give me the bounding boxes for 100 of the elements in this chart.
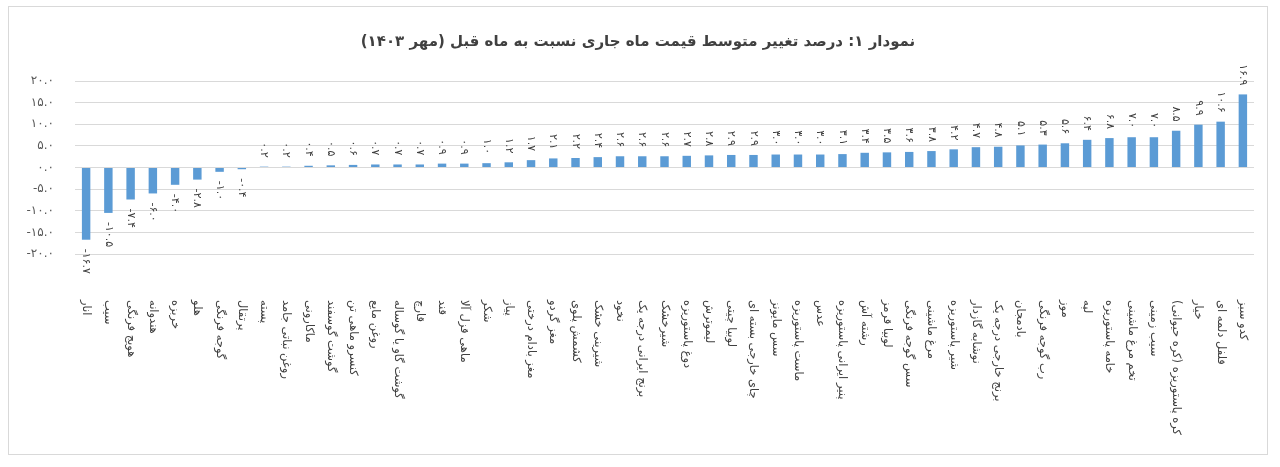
bar — [1194, 124, 1203, 167]
y-tick-label: ۱۰.۰ — [30, 116, 54, 131]
x-tick-label: شیر پاستوریزه — [946, 300, 962, 370]
bar — [460, 163, 469, 167]
bar — [593, 157, 602, 167]
bar — [815, 154, 825, 167]
x-tick-label: ماهی قزل آلا — [457, 300, 473, 363]
bar — [215, 168, 224, 172]
bar — [81, 168, 91, 240]
data-label: -۲.۸ — [191, 188, 205, 208]
data-label: ۲.۶ — [614, 131, 628, 148]
bar — [927, 151, 936, 167]
data-label: ۳.۶ — [903, 127, 917, 143]
x-tick-label: رب گوجه فرنگی — [1035, 300, 1051, 380]
data-label: ۲.۸ — [703, 131, 717, 147]
x-tick-label: سس مایونز — [768, 299, 784, 357]
x-tick-label: بادمجان — [1014, 300, 1029, 338]
y-tick-label: -۱۵.۰ — [26, 224, 54, 239]
data-label: ۲.۴ — [591, 132, 605, 149]
x-tick-label: کدو سبز — [1235, 299, 1251, 341]
bar — [682, 155, 691, 167]
data-label: -۱.۰ — [213, 180, 227, 201]
x-tick-label: مرغ ماشینی — [924, 300, 940, 359]
data-label: ۵.۶ — [1059, 118, 1073, 135]
bar — [838, 154, 847, 167]
data-label: ۳.۴ — [858, 128, 872, 144]
bar — [993, 146, 1003, 167]
data-label: -۱۰.۵ — [102, 221, 116, 248]
data-label: -۴.۰ — [169, 193, 183, 214]
x-tick-label: پرتقال — [234, 300, 250, 331]
x-tick-label: لوبیا چیتی — [724, 300, 740, 347]
data-label: ۷.۰ — [1125, 112, 1139, 129]
data-label: ۴.۲ — [947, 125, 961, 141]
data-label: ۱.۷ — [525, 135, 539, 152]
x-tick-label: نخود — [613, 300, 629, 322]
data-label: ۲.۶ — [658, 131, 672, 148]
data-label: ۶.۸ — [1103, 113, 1117, 130]
data-label: ۲.۲ — [569, 133, 583, 150]
data-label: ۲.۶ — [636, 131, 650, 148]
x-tick-label: هندوانه — [145, 300, 161, 334]
x-tick-label: گوجه فرنگی — [212, 300, 228, 360]
data-label: ۵.۳ — [1036, 120, 1050, 136]
x-tick-label: قند — [436, 300, 451, 316]
data-label: ۱.۰ — [480, 138, 494, 155]
x-tick-label: برنج ایرانی درجه یک — [635, 300, 651, 398]
bar — [415, 164, 425, 167]
bar — [1060, 143, 1070, 167]
x-tick-label: خیار — [1191, 299, 1207, 320]
data-label: ۸.۵ — [1170, 106, 1184, 122]
x-tick-label: هویج فرنگی — [123, 300, 139, 358]
x-tick-label: فلفل دلمه ای — [1214, 300, 1229, 365]
bar — [549, 158, 558, 167]
data-label: ۰.۴ — [302, 141, 316, 157]
data-label: -۰.۴ — [235, 178, 249, 198]
bar — [1149, 137, 1159, 167]
data-label: -۱۶.۷ — [80, 248, 94, 275]
data-label: ۶.۴ — [1081, 115, 1095, 131]
x-tick-label: کشمش پلوی — [568, 300, 584, 364]
data-label: -۷.۴ — [124, 208, 138, 228]
data-label: ۲.۹ — [747, 130, 761, 147]
bar — [1105, 138, 1114, 167]
x-tick-label: سس گوجه فرنگی — [902, 300, 918, 388]
bar — [1238, 94, 1248, 167]
bar — [1016, 145, 1025, 167]
y-tick-label: -۲۰.۰ — [26, 246, 54, 261]
x-tick-label: پیاز — [501, 299, 517, 316]
x-tick-label: مغز گردو — [546, 299, 562, 345]
data-label: ۲.۱ — [547, 134, 561, 150]
bar — [704, 155, 714, 167]
y-tick-label: -۵.۰ — [32, 181, 54, 196]
y-tick-label: ۰.۰ — [37, 159, 54, 174]
data-label: ۱۰.۶ — [1214, 91, 1228, 113]
data-label: ۰.۹ — [436, 139, 450, 155]
bar — [1082, 139, 1092, 167]
chart-title: نمودار ۱: درصد تغییر متوسط قیمت ماه جاری نسبت به ماه قبل (مهر ۱۴۰۳) — [359, 31, 917, 52]
bar — [949, 149, 958, 167]
data-label: ۲.۷ — [680, 131, 694, 147]
bar — [193, 168, 202, 180]
x-tick-label: دوغ پاستوریزه — [679, 300, 695, 369]
y-tick-label: ۱۵.۰ — [30, 94, 54, 109]
data-label: ۰.۹ — [458, 139, 472, 155]
data-label: ۹.۹ — [1192, 100, 1206, 116]
bar — [882, 152, 892, 167]
bar — [1038, 144, 1047, 167]
x-tick-label: چای خارجی بسته ای — [746, 300, 762, 399]
bar — [727, 154, 736, 167]
data-label: ۱.۲ — [502, 137, 516, 154]
data-label: ۵.۱ — [1014, 121, 1028, 137]
x-tick-label: روغن نباتی جامد — [279, 300, 295, 379]
x-tick-label: لپه — [1081, 300, 1096, 314]
x-tick-label: کنسرو ماهی تن — [346, 300, 362, 377]
x-tick-label: ماکارونی — [301, 300, 317, 343]
data-label: ۰.۷ — [369, 140, 383, 156]
bar — [793, 154, 803, 167]
x-tick-label: سیب زمینی — [1146, 300, 1162, 357]
x-tick-label: برنج خارجی درجه یک — [991, 300, 1007, 402]
x-tick-label: پسته — [258, 300, 273, 324]
data-label: ۳.۸ — [925, 126, 939, 143]
x-tick-label: گوشت گاو یا گوساله — [390, 300, 406, 400]
bar — [638, 156, 647, 167]
